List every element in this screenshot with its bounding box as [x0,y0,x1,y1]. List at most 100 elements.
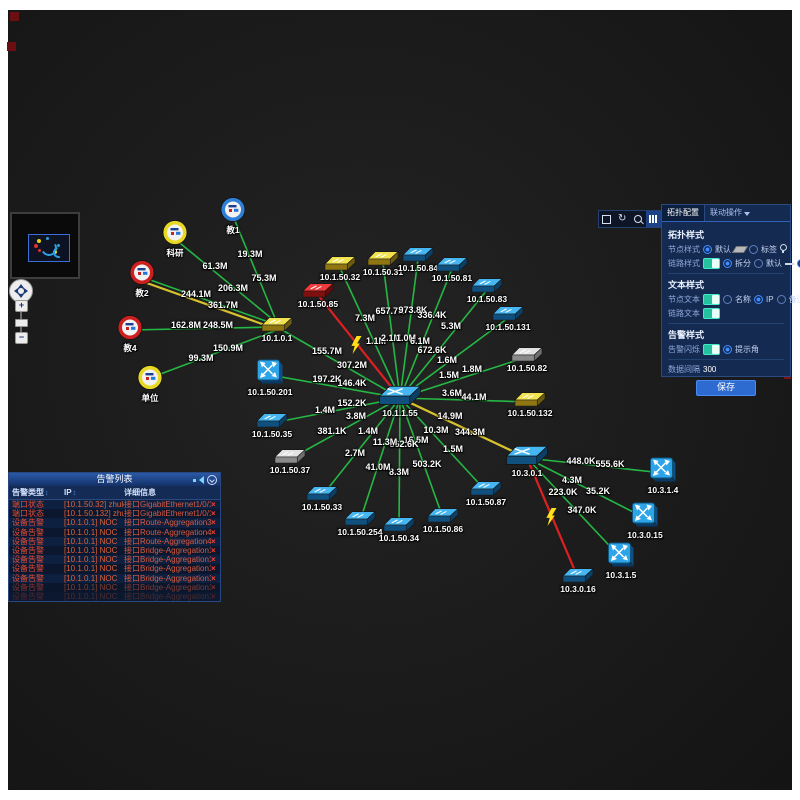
link-split-label: 拆分 [735,259,751,268]
traffic-label: 555.6K [595,459,625,469]
pan-up-icon[interactable] [18,281,24,288]
alarm-row[interactable]: 端口状态 [10.1.50.32] zhulou-32接口GigabitEther… [9,500,220,510]
divider [668,359,784,360]
interval-value[interactable]: 300 [703,365,717,374]
node-label: 10.1.50.83 [466,294,508,304]
text-name-radio[interactable] [723,295,732,304]
switch-icon [306,486,338,507]
alarm-close-icon[interactable]: × [211,555,216,565]
alarm-close-icon[interactable]: × [211,509,216,519]
traffic-label: 1.5M [438,370,460,380]
switch-icon [471,278,503,299]
alarm-row[interactable]: 设备告警 [10.1.0.1] NOC 接口Bridge-Aggregation11… [9,545,220,556]
traffic-label: 381.1K [317,426,347,436]
zoom-in-button[interactable]: + [15,300,28,312]
fit-screen-icon [602,214,612,224]
link-default-radio[interactable] [754,259,763,268]
node-label: 10.3.0.15 [627,530,663,540]
alarm-sound-icon[interactable] [193,475,204,485]
traffic-label: 11.3M [372,437,398,447]
alarm-close-icon[interactable]: × [211,591,216,601]
alarm-close-icon[interactable]: × [211,536,216,546]
alarm-close-icon[interactable]: × [211,545,216,555]
pan-right-icon[interactable] [24,288,31,294]
columns-icon [652,215,655,223]
alarm-close-icon[interactable]: × [211,500,216,509]
text-name-label: 名称 [735,295,751,304]
traffic-label: 657.7K [375,306,405,316]
traffic-label: 61.3M [202,261,228,271]
alarm-column-ip[interactable]: IP↕ [64,488,77,497]
fit-screen-button[interactable] [599,211,615,227]
columns-button[interactable] [645,211,661,227]
zoom-out-button[interactable]: − [15,332,28,344]
tab-topo-config[interactable]: 拓扑配置 [662,205,705,221]
alarm-column-detail: 详细信息 [124,488,156,497]
zoom-slider-handle[interactable] [15,319,28,327]
pan-down-icon[interactable] [18,294,24,301]
alarm-ip-cell: [10.1.0.1] NOC [64,555,118,565]
minimap[interactable] [10,212,80,279]
alarm-row[interactable]: 设备告警 [10.1.0.1] NOC 接口Bridge-Aggregation11… [9,573,220,583]
alarm-flash-toggle[interactable] [703,344,720,355]
node-text-row: 节点文本 名称 IP 备注 [668,294,800,305]
alarm-corner-radio[interactable] [723,345,732,354]
circle-icon [162,219,189,251]
node-label: 10.3.0.1 [511,468,543,478]
link-text-toggle[interactable] [703,308,720,319]
pan-center-icon[interactable] [17,287,25,295]
link-cable-radio[interactable] [797,259,800,268]
map-toolbar: ↻ [598,210,662,228]
alarm-detail-cell: 接口Bridge-Aggregation11... [124,582,211,592]
alarm-ip-cell: [10.1.0.1] NOC [64,582,118,592]
text-ip-radio[interactable] [754,295,763,304]
alarm-close-icon[interactable]: × [211,564,216,574]
alarm-panel-titlebar: 告警列表 [9,473,220,486]
node-label: 教2 [135,288,149,298]
sort-icon[interactable]: ↕ [72,490,77,497]
traffic-label: 5.3M [440,321,462,331]
switch-icon [261,317,293,338]
alarm-row[interactable]: 设备告警 [10.1.0.1] NOC 接口Route-Aggregation49.… [9,536,220,546]
search-button[interactable] [630,211,646,227]
node-style-default-radio[interactable] [703,245,712,254]
tab-linkage[interactable]: 联动操作 [705,205,755,221]
alarm-row[interactable]: 设备告警 [10.1.0.1] NOC 接口Bridge-Aggregation11… [9,564,220,574]
alarm-close-icon[interactable]: × [211,527,216,537]
text-note-radio[interactable] [776,295,786,304]
link-split-radio[interactable] [723,259,732,268]
node-label: 10.1.50.31 [362,267,404,277]
node-label: 10.1.50.34 [378,533,420,543]
alarm-collapse-icon[interactable] [207,475,217,485]
divider [668,323,784,324]
save-button[interactable]: 保存 [696,380,756,396]
traffic-label: 336.4K [417,310,447,320]
alarm-row[interactable]: 端口状态 [10.1.50.132] zhulou...接口GigabitEthe… [9,509,220,519]
minimap-viewport[interactable] [28,234,70,262]
switch-icon [511,347,543,368]
node-label: 10.1.50.85 [297,299,339,309]
alarm-column-type[interactable]: 告警类型↕ [12,488,49,497]
alarm-row[interactable]: 设备告警 [10.1.0.1] NOC 接口Bridge-Aggregation11… [9,591,220,602]
circle-icon [129,259,156,291]
link-edge-yellow [399,397,528,459]
refresh-button[interactable]: ↻ [615,211,631,227]
sort-icon[interactable]: ↕ [45,490,49,497]
node-label: 10.1.50.132 [507,408,553,418]
alarm-row[interactable]: 设备告警 [10.1.0.1] NOC 接口Bridge-Aggregation11… [9,555,220,565]
alarm-row[interactable]: 设备告警 [10.1.0.1] NOC 接口Route-Aggregation36.… [9,518,220,528]
link-edge-green [526,457,664,474]
pan-left-icon[interactable] [11,288,18,294]
alarm-row[interactable]: 设备告警 [10.1.0.1] NOC 接口Bridge-Aggregation11… [9,582,220,592]
node-text-toggle[interactable] [703,294,720,305]
alarm-close-icon[interactable]: × [211,518,216,528]
alarm-row[interactable]: 设备告警 [10.1.0.1] NOC 接口Route-Aggregation48.… [9,527,220,537]
switch-icon [514,392,546,413]
alarm-close-icon[interactable]: × [211,573,216,583]
node-label: 10.1.50.81 [431,273,473,283]
node-style-tag-radio[interactable] [749,245,758,254]
alarm-close-icon[interactable]: × [211,582,216,592]
text-ip-label: IP [766,295,774,304]
link-style-toggle[interactable] [703,258,720,269]
